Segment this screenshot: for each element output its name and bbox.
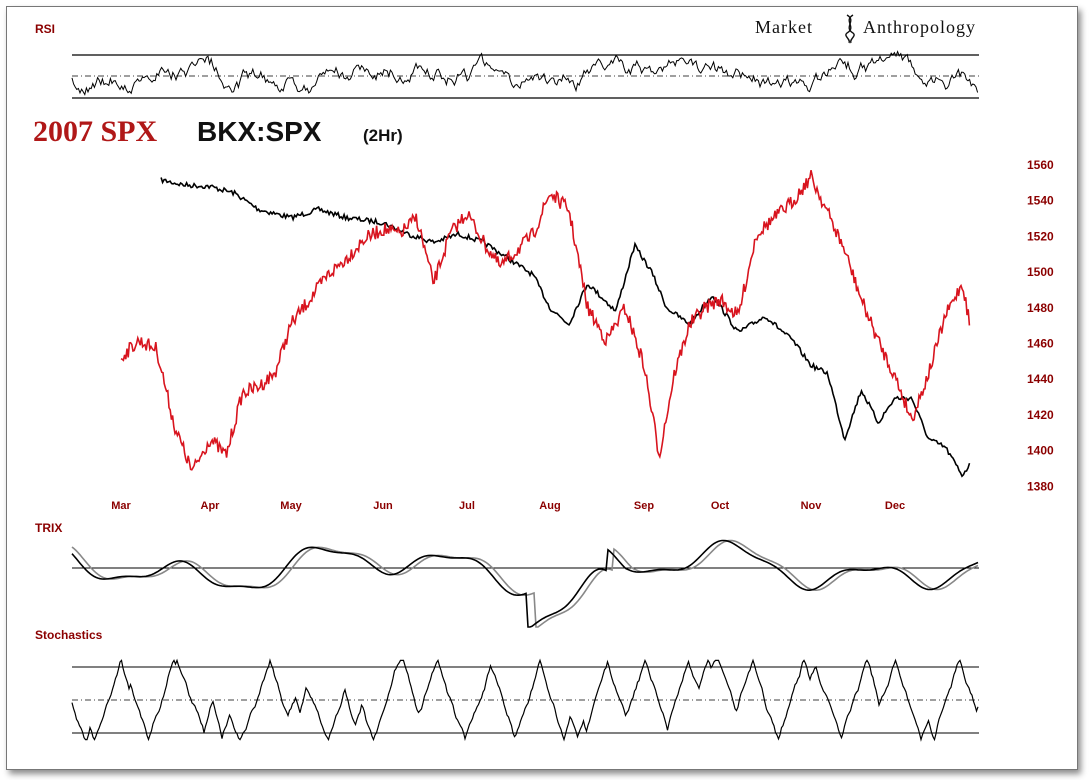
x-tick-label-jun: Jun — [373, 500, 393, 512]
stochastics-panel: Stochastics — [35, 628, 979, 742]
rsi-line — [71, 50, 979, 96]
x-tick-label-may: May — [280, 500, 302, 512]
series-spx — [120, 170, 971, 471]
x-tick-label-jul: Jul — [459, 500, 475, 512]
y-tick-label-1500: 1500 — [1027, 265, 1054, 279]
y-tick-label-1440: 1440 — [1027, 372, 1054, 386]
y-tick-label-1540: 1540 — [1027, 194, 1054, 208]
x-tick-label-sep: Sep — [634, 500, 654, 512]
main-plot — [120, 170, 971, 478]
title-timeframe: (2Hr) — [363, 126, 403, 145]
x-tick-label-oct: Oct — [711, 500, 730, 512]
y-axis-labels: 1560 1540 1520 1500 1480 1460 1440 1420 1400 1380 — [1027, 158, 1054, 493]
trix-label: TRIX — [35, 521, 62, 535]
brand-left: Market — [755, 17, 813, 37]
y-tick-label-1520: 1520 — [1027, 229, 1054, 243]
chart-title: 2007 SPX BKX:SPX (2Hr) — [33, 115, 403, 148]
x-tick-label-nov: Nov — [801, 500, 823, 512]
chart-svg: RSI Market Anthropology 2007 SPX BKX:SPX… — [33, 14, 1054, 742]
brand-logo: Market Anthropology — [755, 14, 976, 44]
stochastics-line — [71, 658, 979, 742]
y-tick-label-1400: 1400 — [1027, 444, 1054, 458]
title-spx: 2007 SPX — [33, 115, 158, 148]
rsi-label: RSI — [35, 22, 55, 36]
trix-signal-line — [71, 539, 979, 628]
y-tick-label-1460: 1460 — [1027, 337, 1054, 351]
y-tick-label-1380: 1380 — [1027, 479, 1054, 493]
y-tick-label-1560: 1560 — [1027, 158, 1054, 172]
title-ratio: BKX:SPX — [197, 116, 322, 147]
series-bkx-spx — [160, 177, 971, 478]
trix-line — [71, 539, 979, 628]
x-tick-label-mar: Mar — [111, 500, 131, 512]
y-tick-label-1480: 1480 — [1027, 301, 1054, 315]
y-tick-label-1420: 1420 — [1027, 408, 1054, 422]
chart-frame: RSI Market Anthropology 2007 SPX BKX:SPX… — [6, 6, 1078, 770]
x-tick-label-dec: Dec — [885, 500, 905, 512]
stochastics-label: Stochastics — [35, 628, 103, 642]
brand-right: Anthropology — [863, 17, 976, 37]
dna-icon — [845, 14, 855, 44]
rsi-panel: RSI — [35, 22, 979, 99]
x-tick-label-apr: Apr — [201, 500, 221, 512]
trix-panel: TRIX — [35, 521, 979, 628]
x-tick-label-aug: Aug — [539, 500, 560, 512]
x-axis-labels: Mar Apr May Jun Jul Aug Sep Oct Nov Dec — [111, 500, 905, 512]
